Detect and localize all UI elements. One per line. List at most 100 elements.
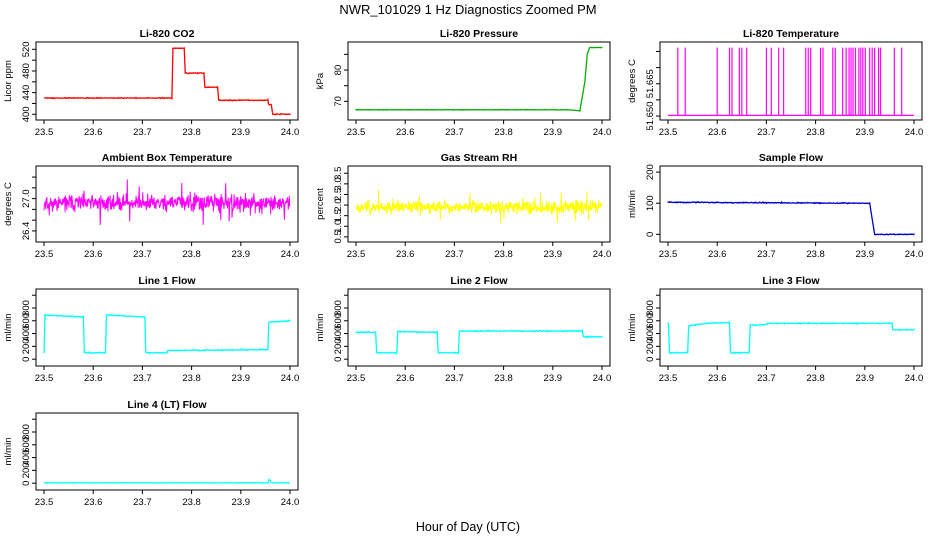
x-tick-label: 23.8 bbox=[182, 497, 201, 508]
x-tick-label: 24.0 bbox=[281, 249, 300, 260]
x-tick-label: 23.8 bbox=[182, 373, 201, 384]
chart-title: Sample Flow bbox=[759, 152, 824, 164]
y-tick-label: 200 bbox=[333, 338, 344, 354]
chart-panel-6: Sample Flow 23.5 23.6 23.7 23.8 23.9 24.0 0 100 2… bbox=[627, 152, 923, 260]
chart-title: Line 3 Flow bbox=[762, 275, 820, 287]
x-tick-label: 23.6 bbox=[396, 373, 415, 384]
series-line bbox=[355, 190, 603, 224]
x-tick-label: 23.9 bbox=[544, 249, 563, 260]
chart-title: Gas Stream RH bbox=[441, 152, 517, 164]
y-axis-label: percent bbox=[315, 188, 326, 220]
y-axis-label: degrees C bbox=[627, 59, 638, 103]
x-tick-label: 23.7 bbox=[757, 373, 776, 384]
x-tick-label: 24.0 bbox=[905, 249, 924, 260]
y-tick-label: 440 bbox=[21, 85, 32, 101]
y-axis-label: ml/min bbox=[627, 314, 638, 342]
chart-title: Line 2 Flow bbox=[450, 275, 508, 287]
y-tick-label: 400 bbox=[21, 450, 32, 466]
panels: Li-820 CO2 23.5 23.6 23.7 23.8 23.9 24.0 400 440… bbox=[3, 28, 923, 508]
x-tick-label: 23.9 bbox=[544, 127, 563, 138]
y-tick-label: 600 bbox=[21, 437, 32, 453]
y-tick-label: 0 bbox=[21, 481, 32, 486]
y-tick-label: 800 bbox=[21, 424, 32, 440]
x-tick-label: 23.5 bbox=[35, 497, 54, 508]
x-tick-label: 24.0 bbox=[593, 249, 612, 260]
chart-panel-2: Li-820 Pressure 23.5 23.6 23.7 23.8 23.9 24.0 7… bbox=[315, 28, 611, 138]
chart-title: Line 4 (LT) Flow bbox=[127, 399, 207, 411]
plot-frame bbox=[659, 165, 923, 243]
chart-title: Ambient Box Temperature bbox=[102, 152, 233, 164]
y-tick-label: 80 bbox=[333, 65, 344, 76]
x-tick-label: 23.9 bbox=[856, 127, 875, 138]
x-tick-label: 23.6 bbox=[708, 127, 727, 138]
x-tick-label: 23.6 bbox=[84, 249, 103, 260]
series-line bbox=[355, 328, 603, 356]
y-axis-label: Licor ppm bbox=[3, 60, 14, 102]
plot-area bbox=[43, 179, 291, 226]
y-tick-label: 3.5 bbox=[333, 167, 344, 180]
x-tick-label: 23.9 bbox=[544, 373, 563, 384]
x-tick-label: 23.9 bbox=[232, 249, 251, 260]
x-tick-label: 23.8 bbox=[806, 249, 825, 260]
x-tick-label: 24.0 bbox=[281, 127, 300, 138]
series-line bbox=[667, 320, 915, 355]
x-tick-label: 24.0 bbox=[593, 127, 612, 138]
x-tick-label: 23.7 bbox=[757, 127, 776, 138]
y-tick-label: 2.5 bbox=[333, 188, 344, 201]
plot-area bbox=[355, 46, 603, 113]
y-tick-label: 1.5 bbox=[333, 209, 344, 222]
y-axis-label: ml/min bbox=[315, 314, 326, 342]
y-tick-label: 51.650 bbox=[645, 102, 656, 131]
x-tick-label: 23.5 bbox=[659, 373, 678, 384]
x-tick-label: 23.5 bbox=[347, 373, 366, 384]
x-tick-label: 24.0 bbox=[281, 373, 300, 384]
y-tick-label: 70 bbox=[333, 96, 344, 107]
y-tick-label: 600 bbox=[645, 313, 656, 329]
y-tick-label: 0 bbox=[21, 357, 32, 362]
plot-frame bbox=[347, 165, 611, 243]
y-tick-label: 200 bbox=[645, 338, 656, 354]
series-line bbox=[43, 46, 291, 116]
plot-frame bbox=[347, 41, 611, 121]
y-tick-label: 200 bbox=[645, 164, 656, 180]
plot-frame bbox=[659, 288, 923, 367]
chart-title: Li-820 CO2 bbox=[140, 28, 195, 40]
x-tick-label: 23.6 bbox=[84, 127, 103, 138]
plot-area bbox=[668, 47, 914, 117]
y-tick-label: 27.0 bbox=[21, 189, 32, 208]
plot-frame bbox=[35, 41, 299, 121]
series-line bbox=[667, 200, 915, 236]
x-tick-label: 23.5 bbox=[659, 127, 678, 138]
x-tick-label: 23.5 bbox=[347, 249, 366, 260]
y-tick-label: 400 bbox=[645, 326, 656, 342]
x-tick-label: 24.0 bbox=[905, 127, 924, 138]
x-tick-label: 23.7 bbox=[133, 249, 152, 260]
x-tick-label: 23.7 bbox=[133, 373, 152, 384]
x-tick-label: 23.9 bbox=[856, 373, 875, 384]
chart-title: Li-820 Pressure bbox=[440, 28, 518, 40]
plot-area bbox=[667, 320, 915, 355]
x-tick-label: 23.5 bbox=[659, 249, 678, 260]
x-tick-label: 24.0 bbox=[905, 373, 924, 384]
chart-panel-10: Line 4 (LT) Flow 23.5 23.6 23.7 23.8 23.9 24.0… bbox=[3, 399, 299, 508]
y-tick-label: 0 bbox=[333, 357, 344, 362]
x-tick-label: 23.5 bbox=[347, 127, 366, 138]
x-tick-label: 23.8 bbox=[182, 249, 201, 260]
y-tick-label: 520 bbox=[21, 41, 32, 57]
y-axis-label: kPa bbox=[315, 72, 326, 89]
y-tick-label: 800 bbox=[645, 300, 656, 316]
y-tick-label: 26.4 bbox=[21, 222, 32, 241]
series-line bbox=[355, 46, 603, 113]
plot-area bbox=[355, 190, 603, 224]
y-tick-label: 400 bbox=[21, 106, 32, 122]
x-tick-label: 23.6 bbox=[708, 249, 727, 260]
x-tick-label: 23.6 bbox=[396, 249, 415, 260]
plot-area bbox=[667, 200, 915, 236]
x-tick-label: 23.7 bbox=[757, 249, 776, 260]
x-tick-label: 23.5 bbox=[35, 249, 54, 260]
x-tick-label: 24.0 bbox=[281, 497, 300, 508]
series-line bbox=[43, 477, 290, 484]
x-tick-label: 23.9 bbox=[232, 497, 251, 508]
x-tick-label: 23.7 bbox=[445, 249, 464, 260]
y-tick-label: 200 bbox=[21, 462, 32, 478]
